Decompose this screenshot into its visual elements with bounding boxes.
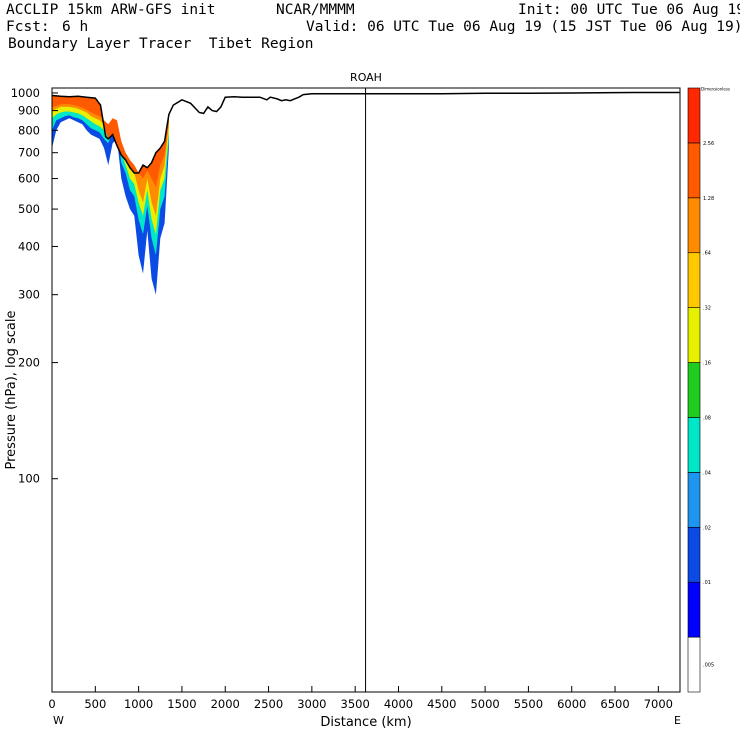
colorbar-label-1: .01 — [703, 580, 711, 586]
colorbar-label-2: .02 — [703, 525, 711, 531]
y-tick-label-1000: 1000 — [11, 86, 40, 100]
colorbar-swatch-1 — [687, 581, 701, 638]
tracer-contour-0.04 — [52, 95, 169, 256]
west-label: W — [53, 714, 64, 727]
colorbar-swatch-9 — [687, 142, 701, 199]
y-tick-label-400: 400 — [18, 239, 40, 253]
colorbar-swatch-3 — [687, 472, 701, 528]
x-tick-label-0: 0 — [48, 697, 55, 711]
valid-time: Valid: 06 UTC Tue 06 Aug 19 (15 JST Tue … — [306, 19, 740, 35]
x-tick-label-5000: 5000 — [470, 697, 499, 711]
forecast-label: Fcst: — [6, 19, 50, 35]
init-time: Init: 00 UTC Tue 06 Aug 19 — [518, 2, 740, 18]
x-tick-label-5500: 5500 — [514, 697, 543, 711]
y-tick-label-500: 500 — [18, 202, 40, 216]
y-tick-label-800: 800 — [18, 123, 40, 137]
colorbar-label-4: .08 — [703, 415, 711, 421]
colorbar-label-6: .32 — [703, 306, 711, 312]
x-tick-label-3000: 3000 — [297, 697, 326, 711]
y-tick-label-200: 200 — [18, 356, 40, 370]
forecast-hour: 6 h — [62, 19, 89, 35]
y-tick-label-100: 100 — [18, 472, 40, 486]
colorbar-swatch-6 — [687, 307, 701, 363]
colorbar-swatch-0 — [687, 636, 701, 693]
tracer-contour-1.28 — [52, 95, 169, 188]
model-title: ACCLIP 15km ARW-GFS init — [6, 2, 216, 18]
colorbar-swatch-5 — [687, 362, 701, 418]
x-tick-label-1000: 1000 — [124, 697, 153, 711]
east-label: E — [674, 714, 681, 727]
colorbar-label-7: .64 — [703, 251, 711, 257]
tracer-contour-0.16 — [52, 95, 169, 235]
chart-title: ROAH — [350, 71, 382, 84]
x-tick-label-2000: 2000 — [211, 697, 240, 711]
x-tick-label-2500: 2500 — [254, 697, 283, 711]
x-tick-label-4500: 4500 — [427, 697, 456, 711]
y-axis-label: Pressure (hPa), log scale — [4, 311, 19, 470]
colorbar-label-9: 2.56 — [703, 141, 714, 147]
field-name: Boundary Layer Tracer Tibet Region — [8, 36, 314, 52]
y-tick-label-300: 300 — [18, 288, 40, 302]
colorbar-swatch-7 — [687, 252, 701, 308]
x-tick-label-6000: 6000 — [557, 697, 586, 711]
colorbar-label-0: .005 — [703, 663, 714, 669]
colorbar-label-3: .04 — [703, 470, 711, 476]
x-tick-label-500: 500 — [84, 697, 106, 711]
tracer-contour-0.64 — [52, 95, 169, 216]
x-tick-label-4000: 4000 — [384, 697, 413, 711]
colorbar-label-5: .16 — [703, 361, 711, 367]
y-tick-label-900: 900 — [18, 104, 40, 118]
y-tick-label-700: 700 — [18, 146, 40, 160]
colorbar-units-label: Dimensionless — [701, 87, 730, 92]
organization: NCAR/MMMM — [276, 2, 355, 18]
terrain-line — [51, 91, 680, 174]
x-tick-label-6500: 6500 — [600, 697, 629, 711]
tracer-contour-0.01 — [52, 95, 169, 295]
x-tick-label-7000: 7000 — [644, 697, 673, 711]
colorbar-label-8: 1.28 — [703, 196, 714, 202]
x-tick-label-1500: 1500 — [167, 697, 196, 711]
x-tick-label-3500: 3500 — [341, 697, 370, 711]
colorbar-swatch-10 — [687, 87, 701, 144]
x-axis-label: Distance (km) — [320, 715, 411, 730]
colorbar-swatch-4 — [687, 417, 701, 473]
colorbar-swatch-2 — [687, 526, 701, 583]
y-tick-label-600: 600 — [18, 172, 40, 186]
colorbar-swatch-8 — [687, 197, 701, 254]
